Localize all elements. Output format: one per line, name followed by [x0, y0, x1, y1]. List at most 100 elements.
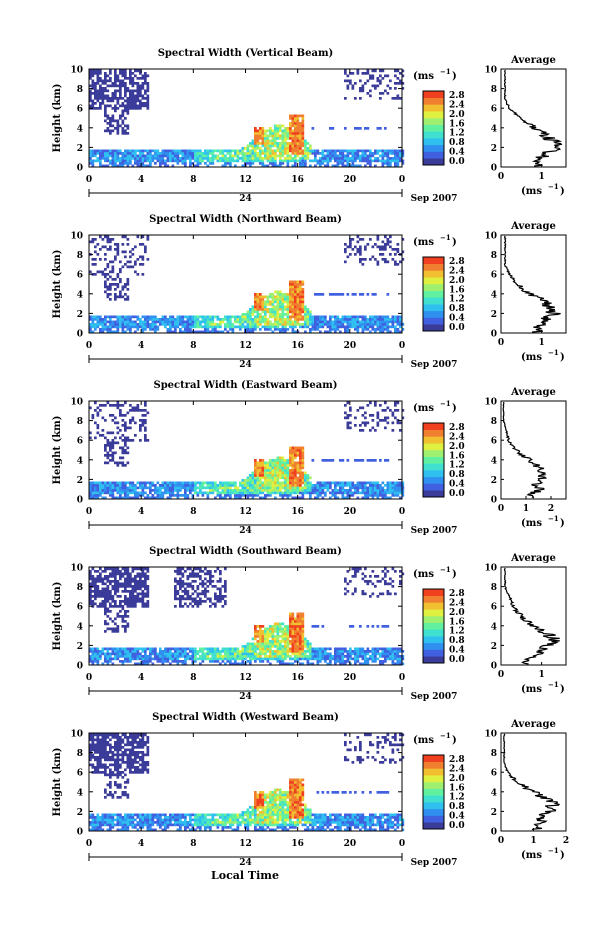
- heatmap-cell: [191, 325, 195, 329]
- heatmap-cell: [259, 491, 262, 495]
- heatmap-cell: [254, 630, 257, 633]
- heatmap-cell: [141, 102, 145, 105]
- heatmap-cell: [194, 320, 197, 324]
- heatmap-cell: [174, 149, 177, 153]
- heatmap-cell: [196, 600, 200, 603]
- heatmap-cell: [259, 142, 262, 145]
- heatmap-cell: [239, 494, 242, 497]
- heatmap-cell: [296, 127, 300, 130]
- heatmap-cell: [121, 464, 125, 467]
- heatmap-cell: [121, 572, 125, 576]
- heatmap-cell: [141, 419, 145, 422]
- heatmap-cell: [286, 298, 290, 301]
- heatmap-cell: [286, 159, 290, 163]
- heatmap-cell: [379, 154, 382, 158]
- heatmap-cell: [104, 97, 107, 100]
- unit-label: (ms: [413, 237, 434, 248]
- heatmap-cell: [239, 323, 242, 326]
- heatmap-cell: [314, 491, 317, 495]
- heatmap-cell: [379, 484, 382, 487]
- heatmap-cell: [246, 154, 250, 158]
- heatmap-cell: [296, 280, 300, 284]
- heatmap-cell: [279, 328, 282, 331]
- heatmap-cell: [339, 323, 342, 326]
- heatmap-cell: [246, 313, 250, 316]
- heatmap-cell: [241, 481, 245, 485]
- heatmap-cell: [191, 587, 195, 591]
- heatmap-cell: [119, 491, 122, 495]
- heatmap-cell: [249, 494, 252, 497]
- x-tick-label: 0: [86, 507, 92, 517]
- heatmap-cell: [351, 149, 355, 153]
- heatmap-cell: [96, 652, 100, 656]
- heatmap-cell: [379, 79, 382, 83]
- heatmap-cell: [304, 313, 307, 316]
- heatmap-cell: [279, 625, 282, 628]
- heatmap-cell: [264, 328, 267, 331]
- heatmap-cell: [364, 489, 367, 492]
- heatmap-cell: [89, 655, 92, 658]
- heatmap-cell: [236, 152, 240, 155]
- heatmap-cell: [104, 283, 107, 286]
- heatmap-cell: [246, 650, 250, 653]
- heatmap-cell: [396, 154, 400, 158]
- heatmap-cell: [104, 436, 107, 440]
- heatmap-cell: [106, 127, 110, 130]
- heatmap-cell: [104, 607, 107, 611]
- heatmap-cell: [346, 84, 350, 88]
- heatmap-cell: [201, 647, 205, 651]
- heatmap-cell: [284, 494, 287, 497]
- heatmap-cell: [186, 330, 190, 334]
- heatmap-cell: [316, 318, 320, 321]
- heatmap-cell: [94, 582, 97, 586]
- heatmap-cell: [211, 652, 215, 656]
- heatmap-cell: [214, 657, 217, 661]
- heatmap-cell: [191, 149, 195, 153]
- heatmap-cell: [361, 293, 365, 296]
- heatmap-cell: [146, 570, 150, 573]
- heatmap-cell: [221, 154, 225, 158]
- heatmap-cell: [174, 585, 177, 588]
- heatmap-cell: [96, 489, 100, 492]
- heatmap-cell: [294, 496, 297, 500]
- heatmap-cell: [121, 119, 125, 123]
- heatmap-cell: [114, 243, 117, 246]
- heatmap-cell: [126, 238, 130, 241]
- heatmap-cell: [224, 325, 227, 329]
- heatmap-cell: [251, 652, 255, 656]
- heatmap-cell: [129, 330, 132, 334]
- heatmap-cell: [294, 139, 297, 143]
- heatmap-cell: [241, 484, 245, 487]
- heatmap-cell: [289, 494, 292, 497]
- heatmap-cell: [369, 414, 372, 417]
- heatmap-cell: [264, 325, 267, 329]
- heatmap-cell: [344, 315, 347, 319]
- heatmap-cell: [104, 315, 107, 319]
- heatmap-cell: [109, 590, 112, 593]
- heatmap-cell: [124, 315, 127, 319]
- heatmap-cell: [231, 328, 235, 331]
- heatmap-cell: [191, 157, 195, 160]
- heatmap-cell: [124, 285, 127, 289]
- heatmap-cell: [89, 647, 92, 651]
- heatmap-cell: [399, 97, 402, 100]
- heatmap-cell: [94, 107, 97, 110]
- heatmap-cell: [229, 154, 232, 158]
- heatmap-cell: [124, 449, 127, 452]
- heatmap-cell: [129, 99, 132, 103]
- heatmap-cell: [381, 159, 385, 163]
- heatmap-cell: [296, 315, 300, 319]
- heatmap-cell: [126, 164, 130, 168]
- heatmap-cell: [274, 137, 277, 140]
- heatmap-cell: [331, 164, 335, 168]
- heatmap-cell: [366, 159, 370, 163]
- heatmap-cell: [91, 74, 95, 78]
- heatmap-cell: [124, 94, 127, 98]
- heatmap-cell: [246, 491, 250, 495]
- heatmap-cell: [104, 446, 107, 450]
- heatmap-cell: [124, 77, 127, 80]
- heatmap-cell: [284, 295, 287, 299]
- heatmap-cell: [121, 114, 125, 118]
- heatmap-cell: [176, 590, 180, 593]
- heatmap-cell: [109, 655, 112, 658]
